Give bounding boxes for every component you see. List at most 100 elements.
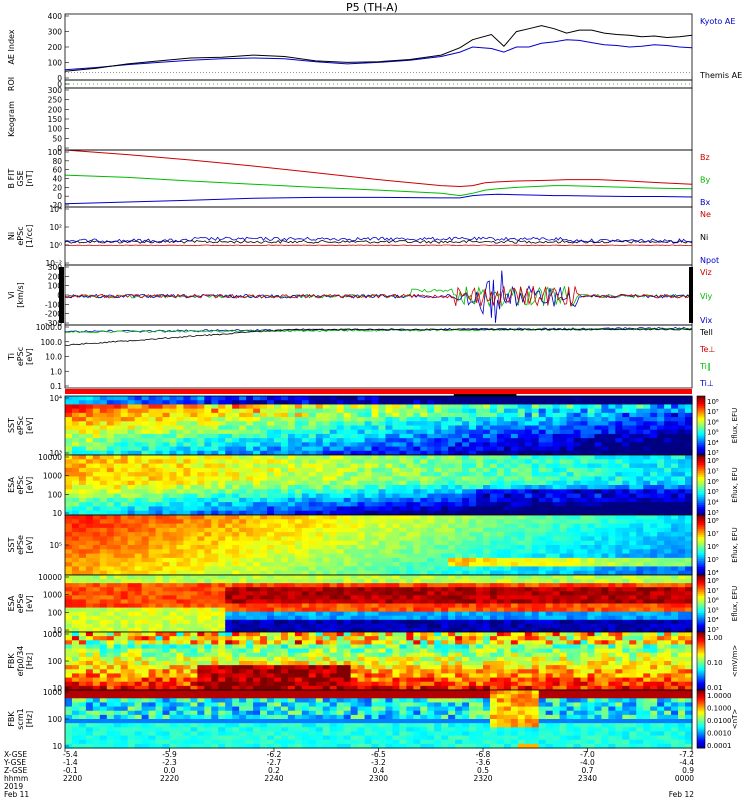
sst_e-cell	[120, 523, 129, 529]
sst_e-cell	[517, 570, 526, 576]
esa_e-cell	[496, 623, 505, 629]
sst_i-cell	[106, 425, 115, 431]
esa_i-cell	[120, 459, 129, 465]
sst_i-colorbar-step	[697, 441, 705, 444]
sst_e-cell	[350, 553, 359, 559]
esa_i-cell	[336, 476, 345, 482]
sst_i-cell	[601, 450, 609, 456]
sst_e-cell	[552, 557, 561, 563]
sst_i-cell	[399, 396, 407, 401]
esa_e-cell	[260, 579, 268, 584]
esa_i-cell	[71, 485, 80, 490]
sst_i-cell	[608, 412, 616, 418]
esa_i-cell	[364, 463, 373, 469]
esa_i-cell	[92, 489, 101, 495]
sst_i-cell	[120, 408, 129, 414]
esa_e-cell	[127, 623, 136, 629]
sst_i-cell	[113, 412, 122, 418]
sst_i-cell	[280, 438, 289, 443]
esa_e-cell	[78, 619, 87, 625]
esa_e-cell	[455, 595, 463, 601]
sst_i-cell	[99, 450, 108, 456]
sst_e-cell	[399, 523, 407, 529]
esa_i-cell	[162, 489, 171, 495]
sst_i-cell	[162, 425, 171, 431]
esa_e-cell	[455, 607, 463, 613]
esa_e-cell	[336, 619, 345, 625]
sst_i-cell	[406, 433, 414, 439]
sst_i-cell	[462, 421, 470, 427]
sst_i-cell	[510, 450, 519, 456]
sst_e-cell	[85, 532, 94, 538]
esa_i-cell	[664, 480, 672, 486]
esa_e-cell	[322, 587, 331, 592]
density-ytick-label: 10⁻²	[45, 259, 62, 268]
esa_i-cell	[253, 459, 261, 465]
sst_i-cell	[559, 421, 568, 427]
sst_e-cell	[587, 519, 596, 525]
sst_i-cell	[357, 421, 366, 427]
sst_i-cell	[559, 429, 568, 435]
sst_e-cell	[503, 527, 512, 533]
sst_i-cell	[343, 412, 352, 418]
esa_e-cell	[155, 599, 164, 605]
sst_i-cell	[636, 408, 644, 414]
sst_i-cell	[531, 417, 540, 422]
sst_i-cell	[190, 438, 198, 443]
esa_i-cell	[134, 472, 143, 478]
sst_e-cell	[489, 549, 498, 555]
esa_i-cell	[308, 489, 317, 495]
sst_i-cell	[469, 433, 477, 439]
esa_i-colorbar-step	[697, 507, 705, 510]
sst_e-cell	[573, 527, 582, 533]
sst_i-cell	[357, 396, 366, 401]
sst_e-cell	[274, 549, 282, 555]
esa_e-cell	[65, 583, 73, 588]
sst_i-cell	[385, 421, 394, 427]
sst_i-cell	[120, 446, 129, 452]
sst_e-cell	[531, 532, 540, 538]
sst_i-cell	[239, 408, 247, 414]
esa_i-cell	[315, 463, 324, 469]
sst_i-cell	[434, 412, 442, 418]
esa_i-cell	[524, 485, 533, 490]
esa_e-cell	[99, 599, 108, 605]
sst_e-cell	[78, 540, 87, 546]
esa_e-cell	[315, 591, 324, 596]
esa_i-cell	[274, 459, 282, 465]
esa_e-cell	[267, 587, 275, 592]
velocity-ytick-label: 300	[48, 263, 63, 272]
esa_i-cell	[99, 510, 108, 516]
sst_e-cell	[399, 562, 407, 568]
sst_i-cell	[483, 417, 491, 422]
esa_i-cell	[315, 502, 324, 508]
esa_i-cell	[99, 472, 108, 478]
esa_e-cell	[274, 611, 282, 617]
esa_i-cell	[78, 510, 87, 516]
sst_i-cell	[622, 425, 630, 431]
sst_e-cell	[357, 527, 366, 533]
sst_i-cell	[448, 400, 456, 406]
esa_i-cell	[636, 455, 644, 460]
esa_i-cell	[601, 476, 609, 482]
ae-frame	[64, 13, 693, 81]
esa_i-cell	[169, 476, 178, 482]
esa_i-cell	[350, 463, 359, 469]
sst_i-cell	[246, 412, 254, 418]
sst_e-cell	[392, 515, 400, 520]
esa_e-cell	[294, 603, 303, 609]
sst_e-cell	[148, 566, 157, 572]
sst_e-cell	[92, 562, 101, 568]
sst_e-cell	[510, 549, 519, 555]
esa_i-cell	[636, 510, 644, 516]
sst_e-cell	[413, 549, 421, 555]
esa_i-cell	[246, 497, 254, 503]
esa_e-cell	[204, 575, 212, 580]
sst_e-cell	[378, 553, 387, 559]
esa_i-cell	[336, 506, 345, 512]
sst_e-cell	[545, 519, 554, 525]
sst_e-cell	[587, 570, 596, 576]
sst_e-cell	[496, 562, 505, 568]
sst_e-cell	[406, 553, 414, 559]
sst_e-cell	[141, 549, 150, 555]
